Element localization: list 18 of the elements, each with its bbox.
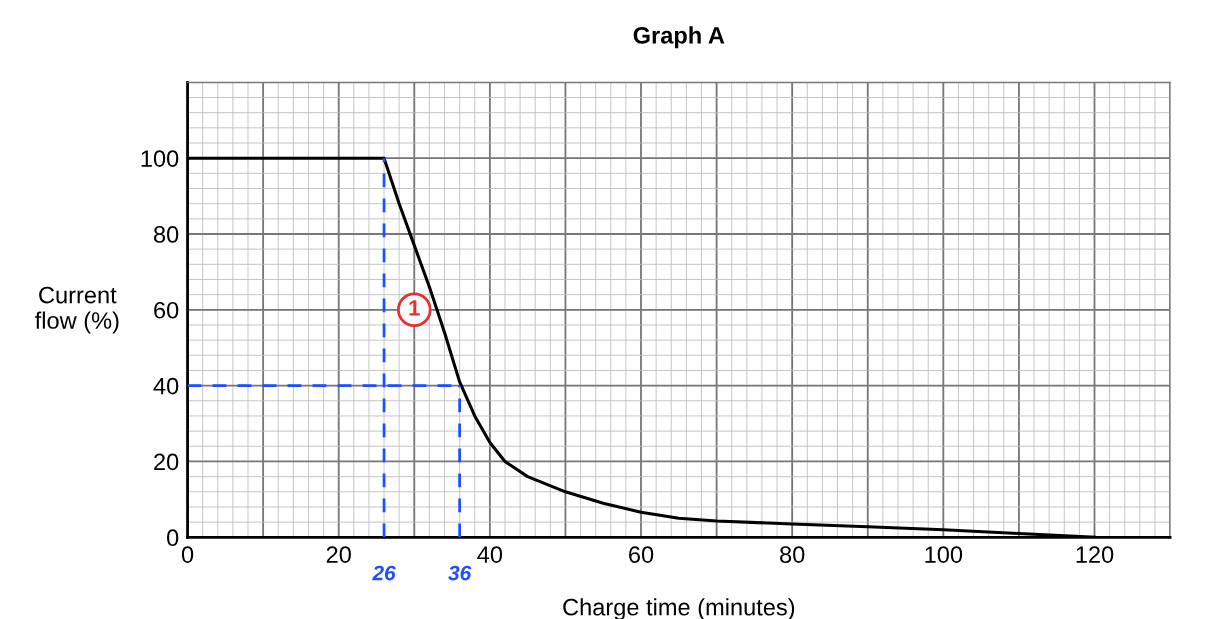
chart-title: Graph A — [633, 26, 725, 49]
y-tick-label: 0 — [167, 529, 179, 547]
x-tick-label: 120 — [1076, 546, 1114, 563]
y-tick-label: 80 — [153, 226, 179, 243]
annotation: 1 — [409, 300, 420, 316]
x-tick-label: 60 — [629, 546, 654, 563]
y-tick-label: 100 — [141, 150, 179, 167]
x-tick-label: 40 — [477, 546, 503, 563]
annotation: 36 — [448, 565, 472, 581]
y-tick-label: 20 — [154, 453, 179, 471]
y-axis-title: Current flow (%) — [35, 286, 119, 334]
y-tick-label: 60 — [154, 301, 179, 319]
x-tick-label: 80 — [780, 546, 805, 563]
x-tick-label: 0 — [181, 546, 194, 563]
annotation: 26 — [372, 565, 396, 581]
x-tick-label: 20 — [326, 546, 351, 563]
x-tick-label: 100 — [925, 546, 963, 563]
y-tick-label: 40 — [153, 377, 179, 395]
